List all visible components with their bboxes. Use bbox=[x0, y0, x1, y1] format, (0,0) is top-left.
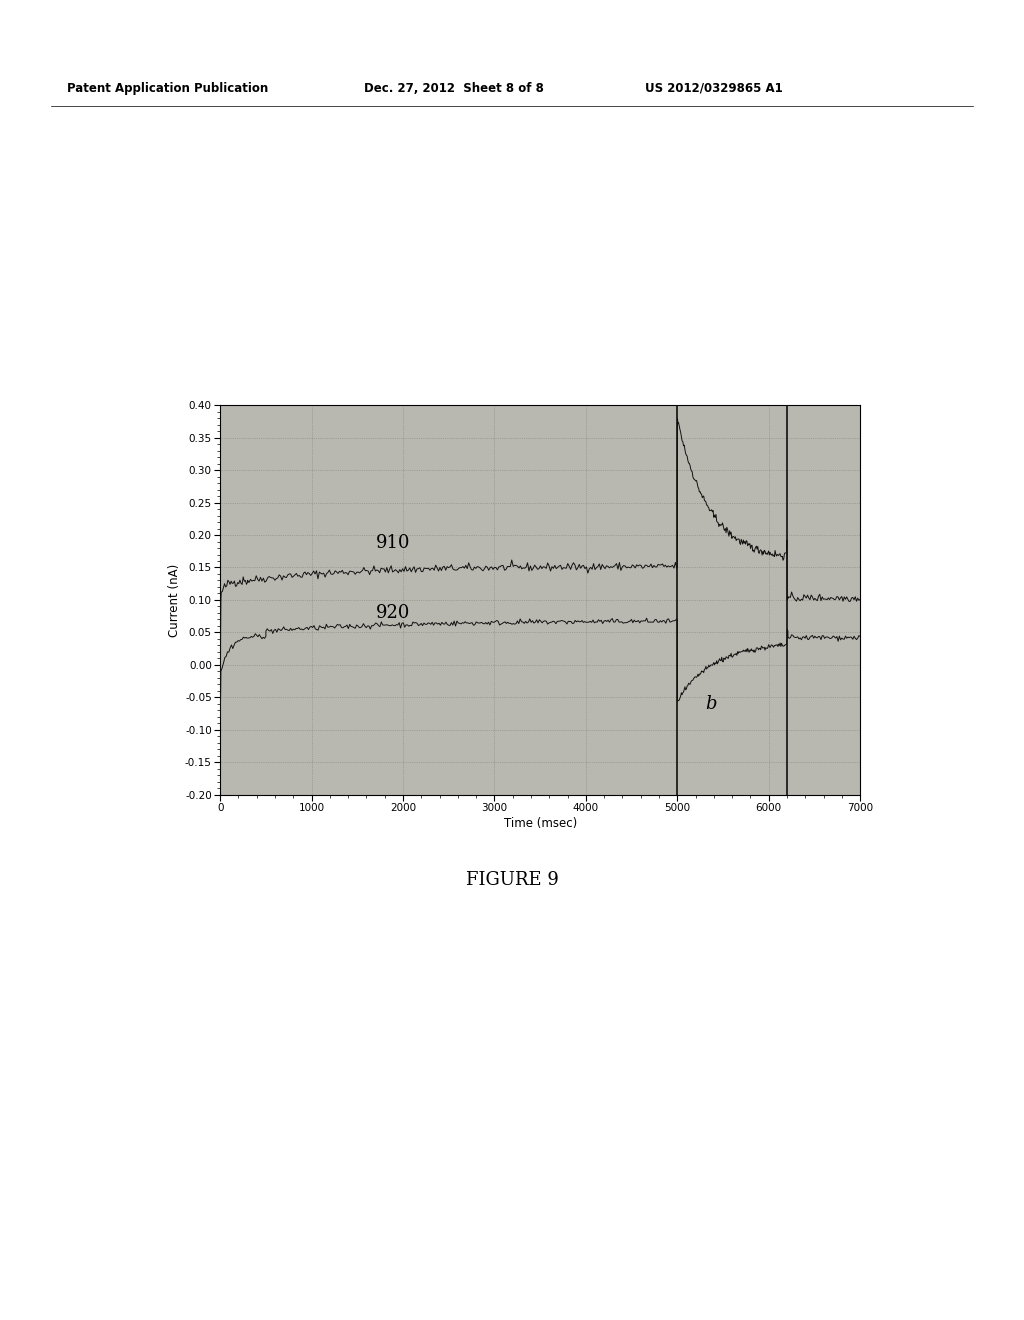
Text: US 2012/0329865 A1: US 2012/0329865 A1 bbox=[645, 82, 783, 95]
Y-axis label: Current (nA): Current (nA) bbox=[168, 564, 181, 636]
Text: b: b bbox=[705, 694, 716, 713]
Text: 920: 920 bbox=[376, 605, 410, 622]
Text: 910: 910 bbox=[376, 535, 410, 552]
Text: Patent Application Publication: Patent Application Publication bbox=[67, 82, 268, 95]
Text: FIGURE 9: FIGURE 9 bbox=[466, 871, 558, 890]
X-axis label: Time (msec): Time (msec) bbox=[504, 817, 577, 830]
Text: Dec. 27, 2012  Sheet 8 of 8: Dec. 27, 2012 Sheet 8 of 8 bbox=[364, 82, 544, 95]
